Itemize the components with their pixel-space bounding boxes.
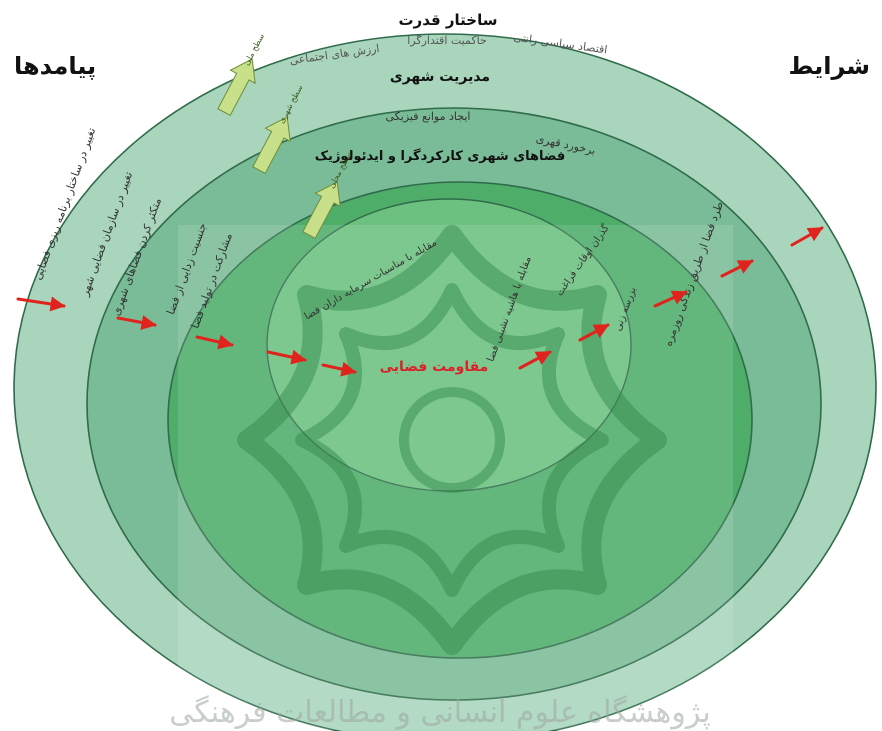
center-label-spatial-resistance: مقاومت فضایی	[380, 359, 489, 375]
urban-spaces-title: فضاهای شهری کارکردگرا و ایدئولوژیک	[315, 148, 566, 164]
watermark-text: پژوهشگاه علوم انسانی و مطالعات فرهنگی	[169, 695, 711, 730]
red-arrow-outcome-2	[116, 315, 157, 330]
watermark-panel	[178, 225, 733, 730]
red-arrow-outcome-4	[266, 349, 307, 365]
power-structure-title: ساختار قدرت	[398, 11, 497, 29]
red-arrow-outcome-3	[195, 334, 234, 350]
outcomes-title: پیامدها	[14, 52, 97, 80]
level-local-arrow	[302, 181, 341, 239]
ring-inner-core	[266, 198, 632, 492]
red-arrow-condition-4	[720, 259, 754, 278]
red-arrow-outcome-1	[16, 296, 66, 312]
level-urban-arrow	[252, 116, 291, 174]
red-arrow-condition-5	[790, 226, 824, 247]
management-item-physical-barriers: ایجاد موانع فیزیکی	[386, 110, 471, 123]
conditions-title: شرایط	[788, 52, 870, 80]
urban-management-title: مدیریت شهری	[390, 69, 490, 85]
red-arrow-outcome-5	[321, 361, 357, 377]
level-national-label: سطح ملی	[242, 32, 266, 67]
red-arrow-condition-1	[518, 350, 552, 370]
level-national-arrow	[217, 58, 256, 116]
red-arrow-condition-2	[578, 323, 610, 342]
red-arrow-condition-3	[653, 290, 688, 308]
power-item-authoritarian-rule: حاکمیت اقتدارگرا	[407, 34, 487, 47]
